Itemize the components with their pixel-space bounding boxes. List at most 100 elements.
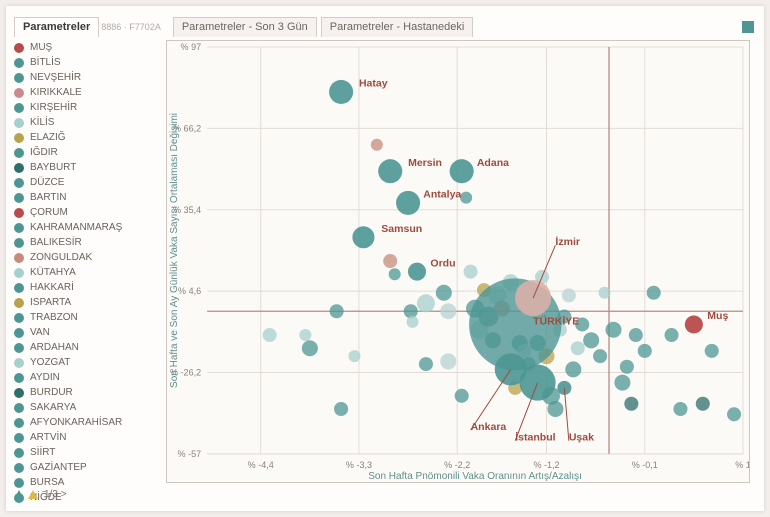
legend-label: BAYBURT [30, 160, 76, 175]
legend-item[interactable]: MUŞ [14, 40, 154, 55]
legend-label: ELAZIĞ [30, 130, 66, 145]
legend-page: 1/3 [44, 489, 58, 500]
legend-item[interactable]: BİTLİS [14, 55, 154, 70]
legend-label: KİLİS [30, 115, 54, 130]
legend-swatch-icon [14, 463, 24, 473]
tab-parametreler[interactable]: Parametreler [14, 17, 99, 37]
legend-item[interactable]: YOZGAT [14, 355, 154, 370]
legend-next-icon[interactable]: > [61, 489, 67, 500]
legend-item[interactable]: KIRIKKALE [14, 85, 154, 100]
legend-label: DÜZCE [30, 175, 64, 190]
legend-label: MUŞ [30, 40, 52, 55]
legend-item[interactable]: SİİRT [14, 445, 154, 460]
triangle-warn-icon [28, 490, 38, 499]
legend-swatch-icon [14, 448, 24, 458]
legend-label: BURDUR [30, 385, 73, 400]
legend-swatch-icon [14, 148, 24, 158]
legend-item[interactable]: ZONGULDAK [14, 250, 154, 265]
legend-label: AYDIN [30, 370, 60, 385]
legend-swatch-icon [14, 73, 24, 83]
svg-text:% 97: % 97 [181, 42, 202, 52]
legend-item[interactable]: KIRŞEHİR [14, 100, 154, 115]
legend-item[interactable]: IĞDIR [14, 145, 154, 160]
legend-swatch-icon [14, 403, 24, 413]
svg-text:% -3,3: % -3,3 [346, 460, 372, 470]
legend-label: YOZGAT [30, 355, 70, 370]
legend-item[interactable]: ÇORUM [14, 205, 154, 220]
tab-son3gun[interactable]: Parametreler - Son 3 Gün [173, 17, 317, 37]
legend-label: AFYONKARAHİSAR [30, 415, 122, 430]
svg-text:Muş: Muş [707, 310, 728, 322]
scatter-plot[interactable]: % -57% -26,2% 4,6% 35,4% 66,2% 97% -4,4%… [166, 40, 750, 483]
legend-label: KIRŞEHİR [30, 100, 77, 115]
legend-item[interactable]: BAYBURT [14, 160, 154, 175]
legend-label: ÇORUM [30, 205, 68, 220]
legend-swatch-icon [14, 313, 24, 323]
legend-item[interactable]: BARTIN [14, 190, 154, 205]
legend-label: ARTVİN [30, 430, 67, 445]
legend-item[interactable]: ARDAHAN [14, 340, 154, 355]
legend-swatch-icon [14, 253, 24, 263]
legend-item[interactable]: KÜTAHYA [14, 265, 154, 280]
legend-swatch-icon [14, 163, 24, 173]
legend-label: ZONGULDAK [30, 250, 92, 265]
svg-text:% 1: % 1 [735, 460, 749, 470]
legend-item[interactable]: ISPARTA [14, 295, 154, 310]
svg-text:Antalya: Antalya [423, 189, 461, 201]
legend-swatch-icon [14, 388, 24, 398]
legend-item[interactable]: AYDIN [14, 370, 154, 385]
tab-bar: Parametreler 8886 · F7702A Parametreler … [14, 14, 754, 40]
svg-text:Uşak: Uşak [569, 432, 594, 444]
dashboard-panel: Parametreler 8886 · F7702A Parametreler … [6, 6, 764, 511]
svg-text:% -2,2: % -2,2 [444, 460, 470, 470]
legend-pager[interactable]: 1/3 > [14, 485, 67, 503]
svg-text:% 4,6: % 4,6 [178, 286, 201, 296]
legend-swatch-icon [14, 223, 24, 233]
legend-item[interactable]: KAHRAMANMARAŞ [14, 220, 154, 235]
legend-toggle-icon[interactable] [742, 21, 754, 33]
legend-item[interactable]: AFYONKARAHİSAR [14, 415, 154, 430]
legend-label: BİTLİS [30, 55, 61, 70]
legend-item[interactable]: BALIKESİR [14, 235, 154, 250]
legend-swatch-icon [14, 283, 24, 293]
legend-item[interactable]: VAN [14, 325, 154, 340]
legend-swatch-icon [14, 43, 24, 53]
legend-item[interactable]: GAZİANTEP [14, 460, 154, 475]
legend-swatch-icon [14, 418, 24, 428]
legend-swatch-icon [14, 433, 24, 443]
svg-text:Son Hafta Pnömonili Vaka Oranı: Son Hafta Pnömonili Vaka Oranının Artış/… [368, 471, 582, 482]
legend-item[interactable]: SAKARYA [14, 400, 154, 415]
legend-label: KIRIKKALE [30, 85, 82, 100]
legend-item[interactable]: ARTVİN [14, 430, 154, 445]
legend-swatch-icon [14, 328, 24, 338]
legend-item[interactable]: DÜZCE [14, 175, 154, 190]
legend-swatch-icon [14, 58, 24, 68]
legend-item[interactable]: ELAZIĞ [14, 130, 154, 145]
legend-item[interactable]: BURDUR [14, 385, 154, 400]
legend-item[interactable]: NEVŞEHİR [14, 70, 154, 85]
legend-item[interactable]: TRABZON [14, 310, 154, 325]
legend-swatch-icon [14, 373, 24, 383]
svg-text:Adana: Adana [477, 157, 509, 169]
legend-label: VAN [30, 325, 50, 340]
legend-label: BALIKESİR [30, 235, 82, 250]
tab-meta: 8886 · F7702A [101, 22, 161, 32]
legend-label: IĞDIR [30, 145, 58, 160]
svg-text:% -1,2: % -1,2 [533, 460, 559, 470]
svg-text:Hatay: Hatay [359, 78, 388, 90]
province-legend: MUŞBİTLİSNEVŞEHİRKIRIKKALEKIRŞEHİRKİLİSE… [14, 40, 154, 503]
legend-swatch-icon [14, 208, 24, 218]
triangle-up-icon [14, 490, 24, 499]
svg-text:Mersin: Mersin [408, 157, 442, 169]
legend-label: ARDAHAN [30, 340, 79, 355]
legend-label: SİİRT [30, 445, 55, 460]
tab-hastanedeki[interactable]: Parametreler - Hastanedeki [321, 17, 474, 37]
svg-text:TÜRKİYE: TÜRKİYE [533, 314, 579, 327]
legend-item[interactable]: KİLİS [14, 115, 154, 130]
legend-swatch-icon [14, 103, 24, 113]
svg-text:Son Hafta ve Son Ay Günlük Vak: Son Hafta ve Son Ay Günlük Vaka Sayısı O… [169, 113, 180, 388]
legend-label: SAKARYA [30, 400, 76, 415]
legend-swatch-icon [14, 178, 24, 188]
legend-swatch-icon [14, 343, 24, 353]
legend-item[interactable]: HAKKARİ [14, 280, 154, 295]
